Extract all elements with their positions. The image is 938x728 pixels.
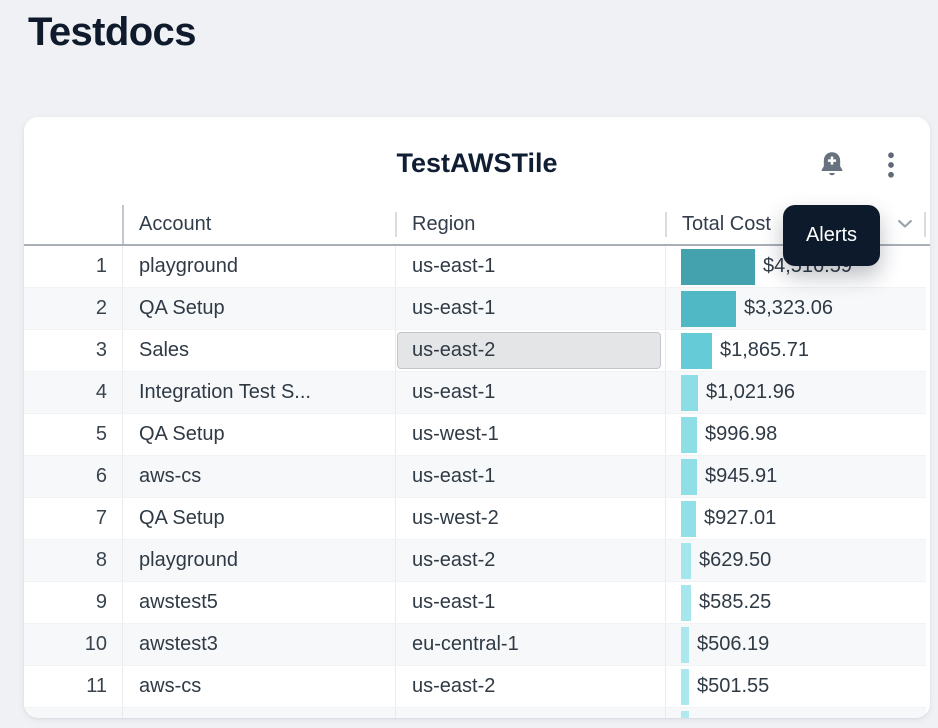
row-number-cell: 10 [84,633,107,655]
account-cell[interactable]: playground [122,540,395,581]
kebab-menu-button[interactable] [884,150,898,180]
chevron-down-icon[interactable] [895,214,915,234]
column-header-account[interactable]: Account [122,205,395,244]
total-cost-cell[interactable]: $945.91 [665,456,926,497]
row-number-cell: 7 [95,507,107,529]
account-cell[interactable]: QA Setup [122,414,395,455]
row-number-cell: 5 [95,423,107,445]
table-body: 1 playground us-east-1 $4,516.59 2 QA Se… [24,246,926,718]
region-cell[interactable]: us-west-1 [395,414,665,455]
cost-bar [681,248,755,285]
column-header-region[interactable]: Region [395,205,665,244]
region-cell[interactable]: us-east-1 [395,582,665,623]
account-cell[interactable]: awstest3 [122,624,395,665]
row-number-cell: 8 [95,549,107,571]
table-header: Account Region Total Cost [24,205,930,246]
cost-bar [681,626,689,663]
total-cost-cell[interactable]: $629.50 [665,540,926,581]
alerts-tooltip-label: Alerts [805,224,858,246]
account-cell[interactable]: QA Setup [122,498,395,539]
table-row: 9 awstest5 us-east-1 $585.25 [24,582,926,624]
account-cell[interactable]: Integration Test S... [122,372,395,413]
cost-bar [681,374,698,411]
total-cost-cell[interactable]: $501.55 [665,666,926,707]
total-cost-cell[interactable]: $3,323.06 [665,288,926,329]
row-number-cell: 1 [95,255,107,277]
cost-bar [681,668,689,705]
table-row: 4 Integration Test S... us-east-1 $1,021… [24,372,926,414]
column-header-total-cost[interactable]: Total Cost [665,205,926,244]
column-header-total-cost-label: Total Cost [682,213,771,235]
cost-bar [681,416,697,453]
total-cost-cell[interactable]: $506.19 [665,624,926,665]
account-cell[interactable]: Sales [122,330,395,371]
table-row: 1 playground us-east-1 $4,516.59 [24,246,926,288]
region-cell[interactable]: us-west-2 [395,498,665,539]
tile-actions [818,149,898,181]
total-cost-cell[interactable]: $996.98 [665,414,926,455]
cost-bar [681,290,736,327]
vertical-dots-icon [888,152,894,178]
alerts-tooltip: Alerts [783,205,880,266]
account-cell[interactable]: awstest5 [122,582,395,623]
row-number-cell: 2 [95,297,107,319]
cost-bar [681,710,689,718]
region-cell[interactable]: us-east-1 [395,456,665,497]
row-number-cell: 4 [95,381,107,403]
table-row: 2 QA Setup us-east-1 $3,323.06 [24,288,926,330]
row-number-cell: 9 [95,591,107,613]
account-cell[interactable]: aws-cs [122,456,395,497]
table-row: 11 aws-cs us-east-2 $501.55 [24,666,926,708]
table-row: 10 awstest3 eu-central-1 $506.19 [24,624,926,666]
row-number-cell: 3 [95,339,107,361]
table-row: 3 Sales us-east-2 $1,865.71 [24,330,926,372]
tile-card: TestAWSTile Account Region Total Cost [24,117,930,718]
table-row: 8 playground us-east-2 $629.50 [24,540,926,582]
total-cost-cell[interactable] [665,708,926,718]
region-cell[interactable]: us-east-2 [395,540,665,581]
account-cell[interactable]: playground [122,246,395,287]
bell-plus-icon [821,151,843,175]
cost-bar [681,500,696,537]
row-number-cell [24,708,122,718]
account-cell[interactable] [122,708,395,718]
table-row: 7 QA Setup us-west-2 $927.01 [24,498,926,540]
region-cell[interactable]: us-east-2 [395,330,665,371]
cost-bar [681,542,691,579]
table-row: 5 QA Setup us-west-1 $996.98 [24,414,926,456]
cost-bar [681,332,712,369]
column-header-index [24,205,122,244]
row-number-cell: 6 [95,465,107,487]
tile-title: TestAWSTile [396,148,558,178]
cost-bar [681,584,691,621]
region-cell[interactable]: us-east-1 [395,246,665,287]
total-cost-cell[interactable]: $585.25 [665,582,926,623]
total-cost-cell[interactable]: $927.01 [665,498,926,539]
region-cell[interactable]: us-east-1 [395,372,665,413]
account-cell[interactable]: aws-cs [122,666,395,707]
account-cell[interactable]: QA Setup [122,288,395,329]
table-row: 6 aws-cs us-east-1 $945.91 [24,456,926,498]
add-alert-button[interactable] [818,150,846,181]
total-cost-cell[interactable]: $1,021.96 [665,372,926,413]
cost-bar [681,458,697,495]
page-title: Testdocs [28,10,196,54]
row-number-cell: 11 [86,675,107,697]
total-cost-cell[interactable]: $1,865.71 [665,330,926,371]
region-cell[interactable]: us-east-1 [395,288,665,329]
region-cell[interactable]: eu-central-1 [395,624,665,665]
region-cell[interactable] [395,708,665,718]
region-cell[interactable]: us-east-2 [395,666,665,707]
table-row [24,708,926,718]
